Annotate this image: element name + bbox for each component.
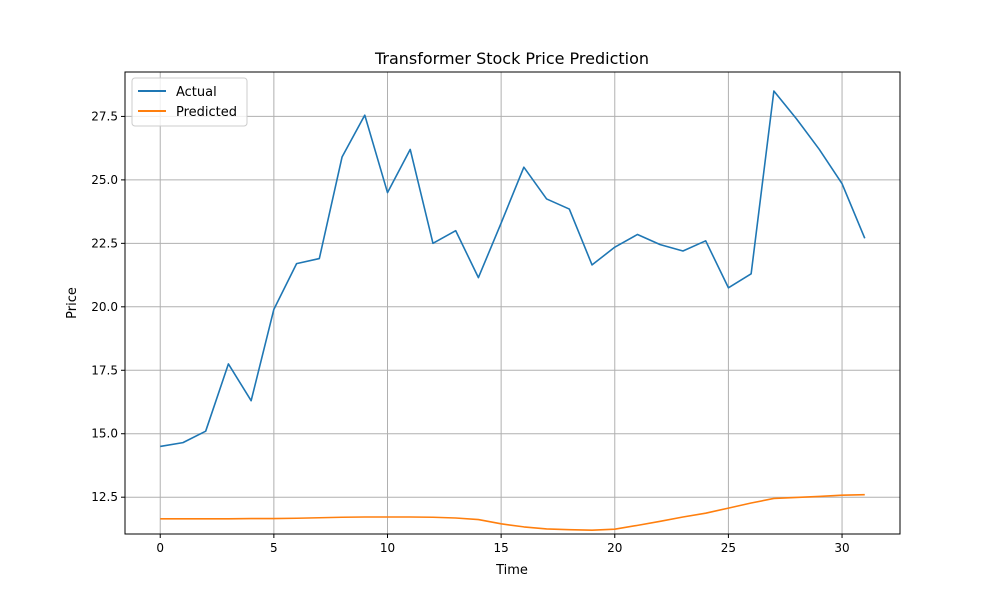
x-tick-label: 15 [493,541,508,555]
y-tick-label: 27.5 [91,109,118,123]
x-tick-label: 5 [270,541,278,555]
y-tick-label: 17.5 [91,363,118,377]
x-tick-label: 0 [156,541,164,555]
y-tick-label: 12.5 [91,490,118,504]
y-tick-label: 20.0 [91,300,118,314]
x-tick-label: 25 [721,541,736,555]
legend-label-actual: Actual [176,85,217,100]
x-tick-label: 10 [380,541,395,555]
series-line-actual [160,90,866,448]
x-axis-label: Time [495,563,528,578]
y-tick-label: 22.5 [91,236,118,250]
y-tick-label: 15.0 [91,427,118,441]
y-axis-label: Price [65,287,80,319]
chart-title: Transformer Stock Price Prediction [374,49,649,68]
x-tick-label: 30 [834,541,849,555]
legend-label-predicted: Predicted [176,105,237,120]
plot-frame [124,71,901,535]
series-line-predicted [160,493,865,531]
legend: Actual Predicted [131,77,248,127]
axis-ticks: 0 5 10 15 20 25 30 12.5 15.0 17.5 20.0 22.5 25.0 27.5 [91,109,849,555]
x-tick-label: 20 [607,541,622,555]
series-lines [160,90,866,531]
y-tick-label: 25.0 [91,173,118,187]
grid-lines [125,72,900,534]
